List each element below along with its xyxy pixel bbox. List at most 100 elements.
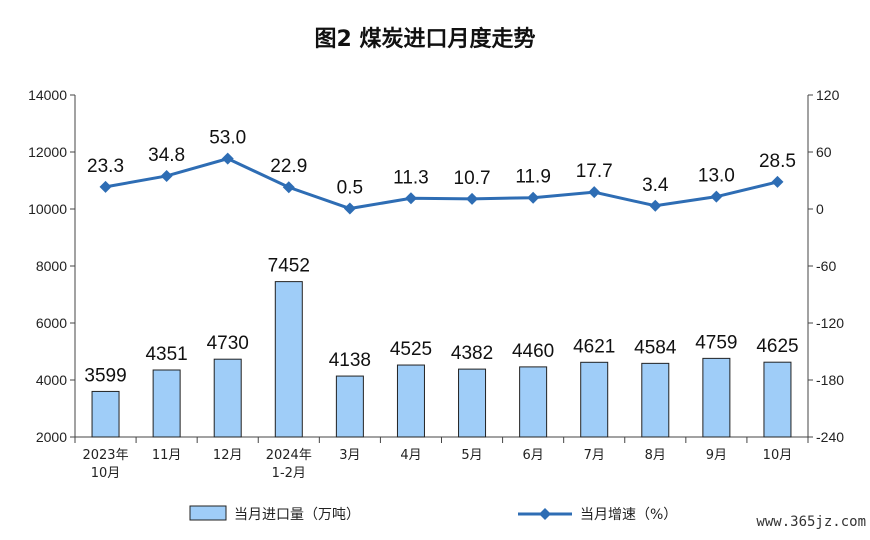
bar <box>213 358 242 438</box>
line-data-label: 23.3 <box>87 156 124 177</box>
line-point <box>404 192 417 205</box>
x-tick-label-line: 12月 <box>213 448 243 463</box>
x-tick-label: 2024年 1-2月 <box>266 448 312 481</box>
x-tick-label: 2023年 10月 <box>82 448 128 481</box>
x-tick-label: 4月 <box>400 448 421 463</box>
y-left-tick-label: 6000 <box>36 315 67 331</box>
bar-data-label: 4621 <box>573 336 615 357</box>
x-tick-label-line: 5月 <box>461 448 482 463</box>
bar <box>396 364 425 438</box>
bar <box>458 368 487 438</box>
y-left-tick-label: 12000 <box>28 144 67 160</box>
line-point <box>160 169 173 182</box>
bar-data-label: 4584 <box>634 337 677 358</box>
growth-line <box>105 157 778 211</box>
bar-data-label: 4138 <box>329 350 371 371</box>
bar <box>702 357 731 438</box>
line-data-label: 10.7 <box>454 168 491 189</box>
watermark: www.365jz.com <box>756 514 866 530</box>
line-point <box>771 175 784 188</box>
line-data-label: 28.5 <box>759 151 796 172</box>
y-left-tick-label: 2000 <box>36 429 67 445</box>
x-tick-label: 9月 <box>706 448 727 463</box>
y-left-tick-label: 4000 <box>36 372 67 388</box>
legend-bar-swatch <box>189 505 227 521</box>
bar <box>91 390 120 438</box>
x-tick-label-line: 1-2月 <box>272 466 306 481</box>
x-tick-label: 3月 <box>339 448 360 463</box>
bar <box>335 375 364 438</box>
line-point <box>710 190 723 203</box>
y-right-tick-label: -60 <box>816 258 836 274</box>
line-data-label: 3.4 <box>642 175 669 196</box>
line-data-label: 11.9 <box>515 167 551 188</box>
x-tick-label: 7月 <box>584 448 605 463</box>
x-tick-label-line: 4月 <box>400 448 421 463</box>
bar <box>580 361 609 438</box>
line-point <box>649 199 662 212</box>
y-right-tick-label: 60 <box>816 144 832 160</box>
line-point <box>527 191 540 204</box>
x-tick-label-line: 10月 <box>763 448 793 463</box>
axes: 2000 4000 6000 8000 10000 12000 14000 -240 -180 -… <box>28 87 844 481</box>
bar-data-label: 7452 <box>268 256 310 277</box>
x-tick-label-line: 8月 <box>645 448 666 463</box>
bar-data-label: 4730 <box>207 333 249 354</box>
line-series <box>99 152 784 215</box>
legend-line-label: 当月增速（%） <box>580 507 677 523</box>
x-tick-label: 8月 <box>645 448 666 463</box>
legend: 当月进口量（万吨） 当月增速（%） <box>189 505 677 523</box>
chart-title: 图2 煤炭进口月度走势 <box>315 26 536 52</box>
line-data-label: 0.5 <box>337 178 363 199</box>
y-left-tick-label: 8000 <box>36 258 67 274</box>
y-right-tick-label: -180 <box>816 372 844 388</box>
line-point <box>343 202 356 215</box>
line-point <box>282 181 295 194</box>
bar <box>641 362 670 438</box>
line-data-label: 22.9 <box>270 156 307 177</box>
line-data-label: 11.3 <box>393 167 429 188</box>
x-tick-label-line: 2024年 <box>266 448 312 463</box>
bar <box>152 369 181 438</box>
x-tick-label-line: 10月 <box>91 466 121 481</box>
line-data-label: 34.8 <box>148 145 185 166</box>
bar-data-label: 4460 <box>512 341 554 362</box>
y-left-tick-label: 14000 <box>28 87 67 103</box>
x-tick-label: 10月 <box>763 448 793 463</box>
line-point <box>99 180 112 193</box>
bar-data-label: 4382 <box>451 343 493 364</box>
y-right-tick-label: 0 <box>816 201 824 217</box>
line-point <box>588 186 601 199</box>
y-right-tick-label: 120 <box>816 87 840 103</box>
x-tick-label-line: 2023年 <box>82 448 128 463</box>
x-tick-label: 12月 <box>213 448 243 463</box>
x-tick-label: 11月 <box>152 448 182 463</box>
bars <box>91 281 792 438</box>
bar-data-label: 4625 <box>756 336 798 357</box>
x-tick-label-line: 6月 <box>522 448 543 463</box>
line-point <box>466 192 479 205</box>
y-right-tick-label: -120 <box>816 315 844 331</box>
line-data-label: 53.0 <box>209 128 246 149</box>
data-labels: 3599 4351 4730 7452 4138 4525 4382 4460 4621 4584… <box>84 128 798 387</box>
bar <box>274 281 303 438</box>
x-tick-label-line: 11月 <box>152 448 182 463</box>
x-tick-label-line: 7月 <box>584 448 605 463</box>
bar-data-label: 4525 <box>390 339 432 360</box>
bar-data-label: 4351 <box>145 344 187 365</box>
bar <box>763 361 792 438</box>
line-data-label: 13.0 <box>698 166 735 187</box>
legend-line-marker <box>539 508 551 520</box>
x-tick-label: 6月 <box>522 448 543 463</box>
y-right-tick-label: -240 <box>816 429 844 445</box>
line-data-label: 17.7 <box>576 161 613 182</box>
x-tick-label-line: 3月 <box>339 448 360 463</box>
y-left-tick-label: 10000 <box>28 201 67 217</box>
bar <box>519 366 548 438</box>
bar-data-label: 4759 <box>695 332 737 353</box>
x-tick-label: 5月 <box>461 448 482 463</box>
bar-data-label: 3599 <box>84 365 126 386</box>
line-point <box>221 152 234 165</box>
x-tick-label-line: 9月 <box>706 448 727 463</box>
